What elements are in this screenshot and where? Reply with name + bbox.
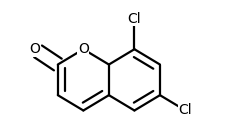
Text: O: O xyxy=(78,42,88,56)
Text: O: O xyxy=(29,42,40,56)
Text: Cl: Cl xyxy=(178,104,191,117)
Text: Cl: Cl xyxy=(127,12,141,26)
